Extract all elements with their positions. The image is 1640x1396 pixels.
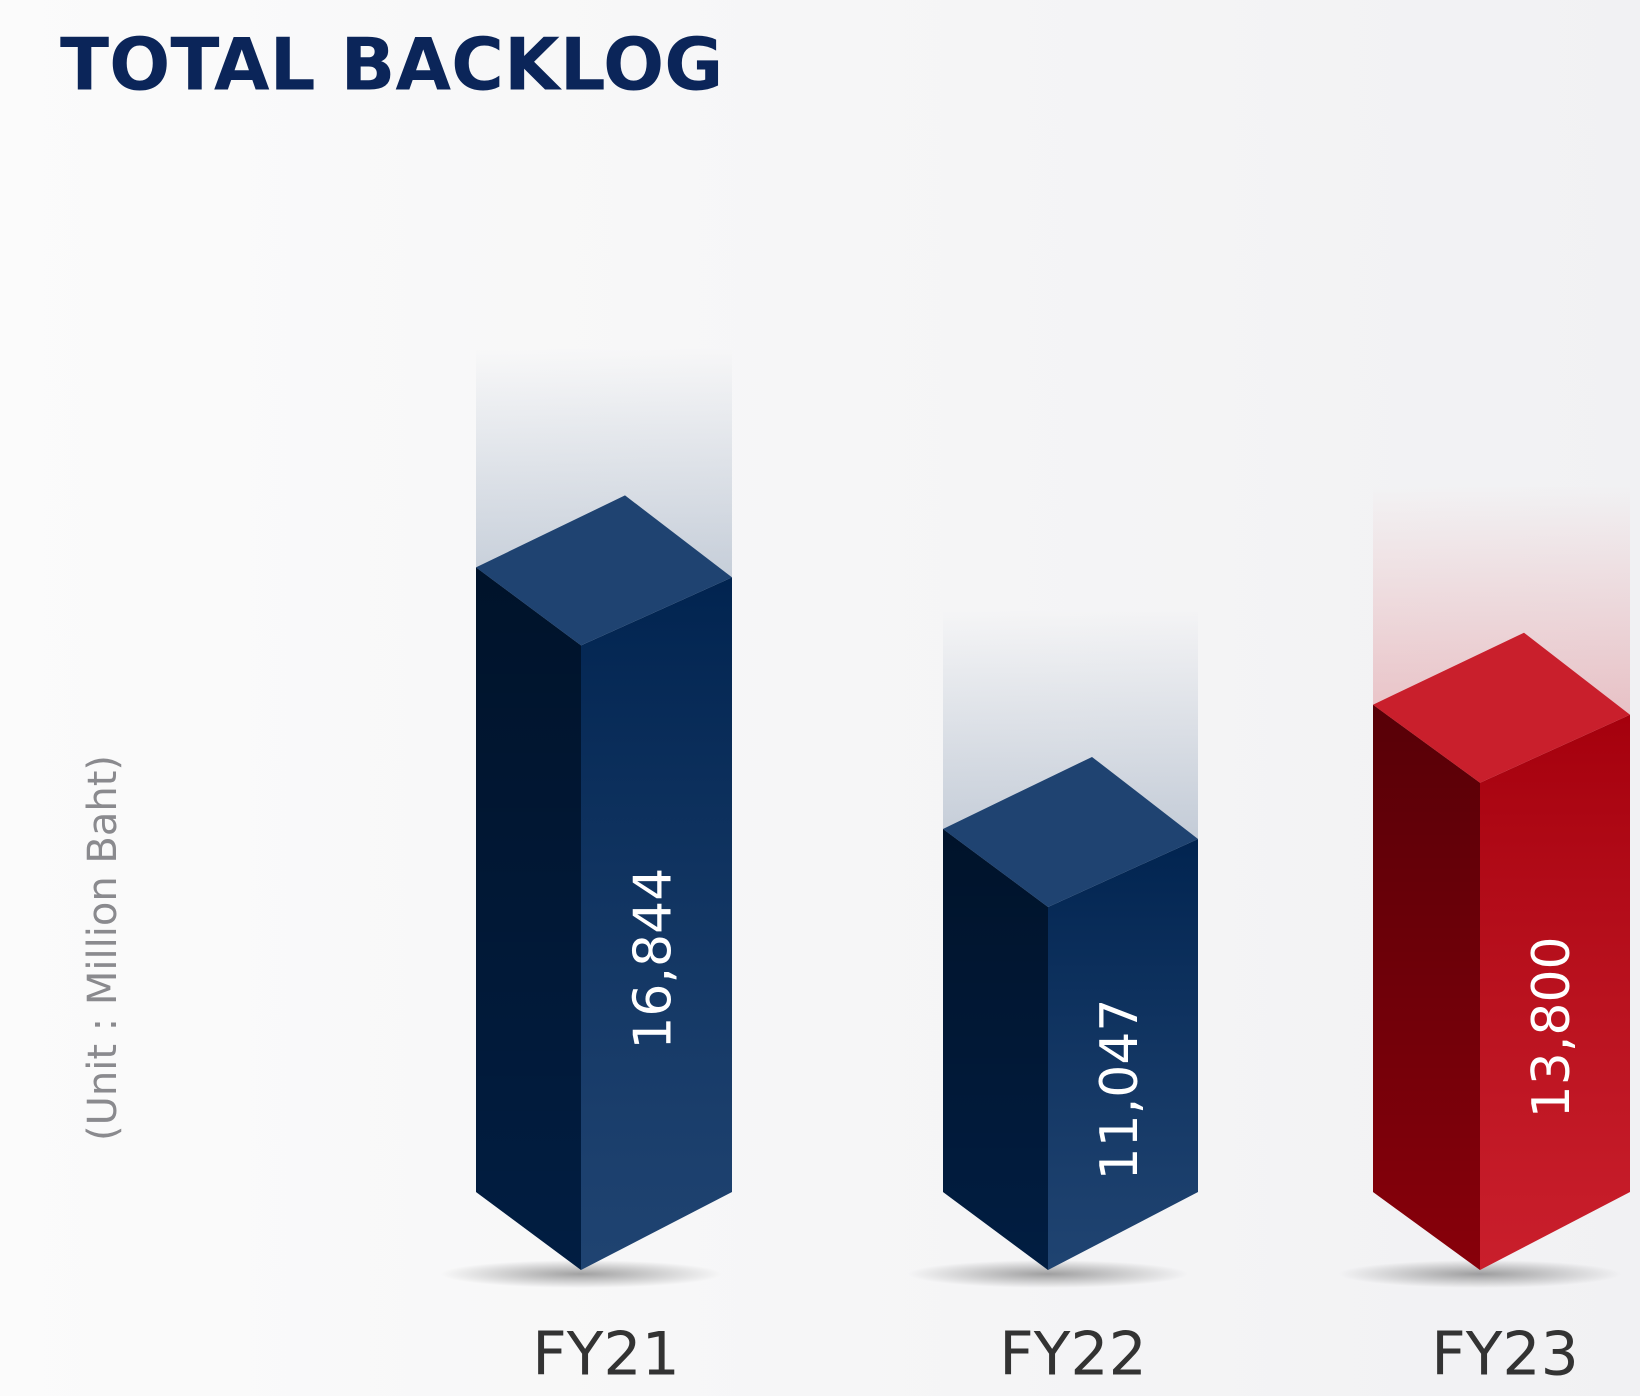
bar-top-shade — [943, 756, 1198, 907]
value-label: 16,844 — [624, 868, 684, 1050]
bar-shadow — [440, 1260, 722, 1288]
bars: 16,844 FY21 11,047 FY22 13,800 FY23 — [440, 347, 1630, 1390]
bar-left-shade — [1373, 704, 1480, 1270]
bar-top-shade — [476, 495, 732, 646]
x-tick-label: FY21 — [532, 1320, 680, 1390]
x-tick-label: FY23 — [1431, 1320, 1579, 1390]
y-axis-label: (Unit : Million Baht) — [80, 755, 126, 1141]
x-tick-label: FY22 — [999, 1320, 1147, 1390]
bar-top-face — [943, 756, 1198, 907]
bar-right-shade — [1048, 838, 1198, 1270]
bar-right-shade — [581, 577, 732, 1270]
value-label: 13,800 — [1522, 936, 1582, 1118]
bar-left-shade — [943, 828, 1048, 1270]
chart-title: TOTAL BACKLOG — [60, 23, 723, 107]
bar-left-shade — [476, 567, 581, 1270]
value-label: 11,047 — [1090, 998, 1150, 1180]
bar-top-face — [476, 495, 732, 646]
bar-top-shade — [1373, 632, 1630, 783]
bar-shadow — [1338, 1260, 1622, 1288]
bar-right-shade — [1480, 714, 1630, 1270]
bar-top-face — [1373, 632, 1630, 783]
bar-shadow — [907, 1260, 1189, 1288]
